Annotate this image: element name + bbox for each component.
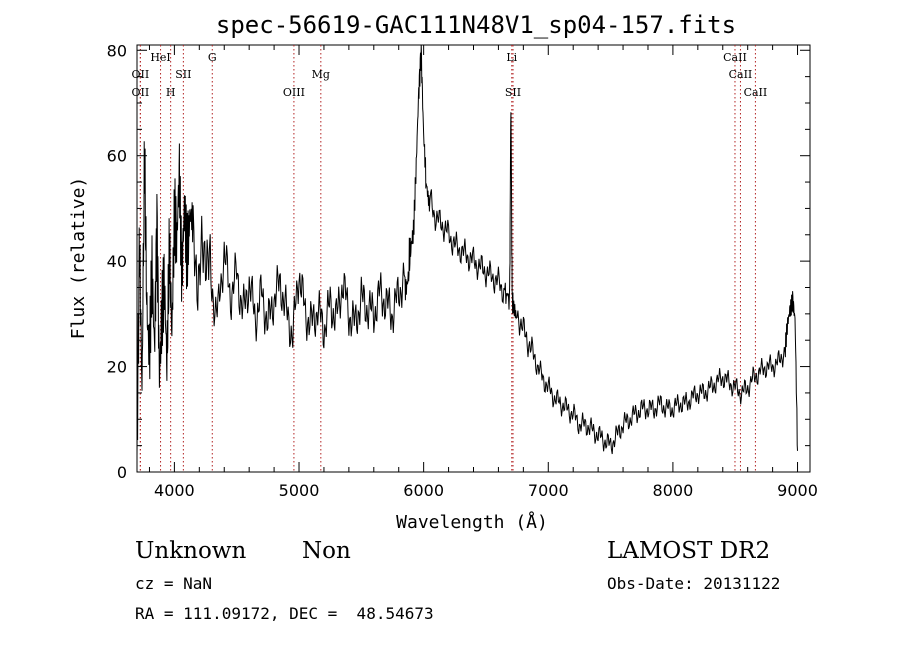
emission-line-label: HeI: [150, 51, 170, 64]
emission-line-label: OII: [132, 68, 150, 81]
survey-label: LAMOST DR2: [607, 538, 771, 564]
plot-frame: [136, 44, 811, 473]
x-tick-label: 7000: [528, 481, 569, 500]
y-tick-label: 0: [117, 463, 127, 482]
emission-line-label: Li: [506, 51, 517, 64]
emission-line-label: CaII: [744, 86, 768, 99]
redshift-text: cz = NaN: [135, 574, 213, 593]
chart-title: spec-56619-GAC111N48V1_sp04-157.fits: [216, 11, 736, 39]
x-tick-label: 8000: [653, 481, 694, 500]
emission-line-label: CaII: [723, 51, 747, 64]
x-tick-label: 5000: [279, 481, 320, 500]
x-tick-label: 6000: [403, 481, 444, 500]
x-axis-label: Wavelength (Å): [396, 511, 548, 533]
y-tick-label: 80: [107, 41, 127, 60]
emission-line-label: SII: [505, 86, 521, 99]
emission-line-label: SII: [175, 68, 191, 81]
emission-line-label: CaII: [729, 68, 753, 81]
y-axis-ticks: 0 20 40 60 80: [107, 41, 810, 482]
obs-date-text: Obs-Date: 20131122: [607, 574, 781, 593]
x-tick-label: 9000: [777, 481, 818, 500]
y-tick-label: 20: [107, 358, 127, 377]
y-axis-label: Flux (relative): [68, 177, 89, 340]
x-axis-ticks: 4000 5000 6000 7000 8000 9000: [148, 45, 818, 500]
emission-line-label: H: [166, 86, 176, 99]
ra-dec-text: RA = 111.09172, DEC = 48.54673: [135, 604, 434, 623]
emission-line-label: G: [208, 51, 217, 64]
emission-line-label: OIII: [283, 86, 305, 99]
y-tick-label: 40: [107, 252, 127, 271]
emission-line-label: Mg: [312, 68, 330, 81]
x-tick-label: 4000: [154, 481, 195, 500]
y-tick-label: 60: [107, 147, 127, 166]
spectrum-line: [136, 44, 798, 457]
emission-line-label: OII: [132, 86, 150, 99]
class-label: Unknown: [135, 538, 247, 564]
subclass-label: Non: [302, 538, 351, 564]
